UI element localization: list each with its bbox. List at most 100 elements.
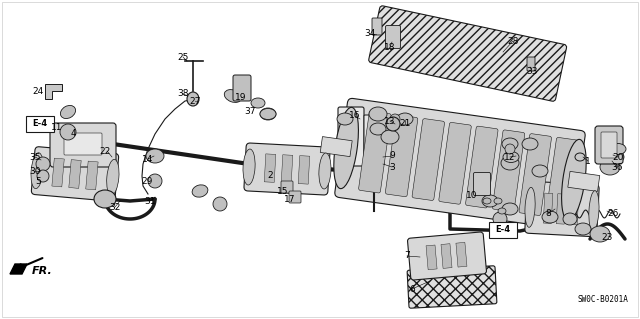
Ellipse shape	[60, 124, 76, 140]
FancyBboxPatch shape	[492, 130, 525, 212]
Ellipse shape	[334, 108, 358, 189]
Ellipse shape	[37, 170, 49, 182]
FancyBboxPatch shape	[244, 143, 330, 195]
Text: 19: 19	[236, 93, 247, 101]
Ellipse shape	[482, 195, 498, 207]
Text: 22: 22	[99, 146, 111, 155]
Ellipse shape	[563, 213, 577, 225]
Text: 20: 20	[612, 152, 624, 161]
FancyBboxPatch shape	[372, 18, 382, 35]
Ellipse shape	[386, 117, 400, 131]
Ellipse shape	[251, 98, 265, 108]
FancyBboxPatch shape	[465, 126, 498, 208]
Ellipse shape	[561, 139, 586, 221]
FancyBboxPatch shape	[601, 132, 617, 158]
Ellipse shape	[483, 198, 491, 204]
Ellipse shape	[525, 187, 535, 227]
Ellipse shape	[610, 144, 626, 154]
Text: 8: 8	[545, 210, 551, 219]
Text: 25: 25	[177, 53, 189, 62]
FancyBboxPatch shape	[595, 126, 623, 164]
Bar	[568, 171, 600, 191]
Bar	[281, 155, 292, 183]
Ellipse shape	[224, 90, 242, 102]
Text: 17: 17	[284, 195, 296, 204]
Bar	[68, 160, 81, 189]
Bar	[86, 161, 98, 190]
Ellipse shape	[60, 106, 76, 119]
Text: 28: 28	[508, 36, 518, 46]
Polygon shape	[45, 84, 62, 99]
Ellipse shape	[369, 107, 387, 121]
FancyBboxPatch shape	[289, 191, 301, 203]
Text: 14: 14	[142, 154, 154, 164]
FancyBboxPatch shape	[385, 115, 418, 197]
FancyBboxPatch shape	[50, 123, 116, 167]
FancyBboxPatch shape	[408, 232, 486, 280]
Text: 26: 26	[607, 210, 619, 219]
FancyBboxPatch shape	[407, 266, 497, 308]
FancyBboxPatch shape	[358, 111, 391, 193]
Text: FR.: FR.	[32, 266, 52, 276]
Ellipse shape	[498, 208, 506, 214]
Ellipse shape	[337, 113, 353, 125]
FancyBboxPatch shape	[546, 137, 578, 219]
Ellipse shape	[319, 153, 331, 189]
Bar	[543, 193, 553, 223]
Bar	[556, 194, 566, 224]
FancyBboxPatch shape	[519, 134, 552, 215]
FancyBboxPatch shape	[26, 116, 54, 132]
Bar	[456, 242, 467, 267]
Bar	[569, 195, 579, 225]
Text: 37: 37	[244, 107, 256, 115]
FancyBboxPatch shape	[385, 26, 401, 48]
FancyBboxPatch shape	[364, 115, 384, 165]
Bar	[426, 245, 437, 270]
Ellipse shape	[107, 160, 119, 195]
Text: 9: 9	[389, 152, 395, 160]
Text: 12: 12	[504, 152, 516, 161]
Ellipse shape	[94, 190, 116, 208]
Text: 6: 6	[409, 285, 415, 293]
FancyBboxPatch shape	[489, 222, 517, 238]
Text: 13: 13	[384, 116, 396, 125]
Text: 35: 35	[29, 152, 41, 161]
Text: 1: 1	[585, 157, 591, 166]
FancyBboxPatch shape	[64, 133, 102, 155]
Ellipse shape	[493, 212, 507, 226]
Ellipse shape	[36, 157, 50, 171]
Ellipse shape	[494, 198, 502, 204]
Ellipse shape	[503, 152, 519, 162]
Text: 36: 36	[611, 162, 623, 172]
Circle shape	[505, 144, 515, 154]
Text: 15: 15	[277, 187, 289, 196]
Polygon shape	[10, 264, 27, 274]
Ellipse shape	[397, 113, 413, 125]
Ellipse shape	[501, 156, 519, 170]
Text: 23: 23	[602, 233, 612, 241]
Text: 16: 16	[349, 112, 361, 121]
Bar	[320, 137, 352, 157]
Ellipse shape	[370, 123, 386, 135]
Text: 21: 21	[399, 120, 411, 129]
FancyBboxPatch shape	[525, 181, 599, 237]
Ellipse shape	[260, 108, 276, 120]
Text: 2: 2	[267, 172, 273, 181]
Text: E-4: E-4	[33, 120, 47, 129]
Ellipse shape	[502, 138, 518, 150]
FancyBboxPatch shape	[31, 147, 118, 201]
Ellipse shape	[192, 185, 208, 197]
Text: 30: 30	[29, 167, 41, 175]
Text: 3: 3	[389, 162, 395, 172]
Ellipse shape	[612, 152, 624, 162]
Text: 7: 7	[404, 251, 410, 261]
Ellipse shape	[146, 149, 164, 163]
Circle shape	[390, 114, 400, 124]
Text: 24: 24	[33, 86, 44, 95]
Text: SW0C-B0201A: SW0C-B0201A	[577, 295, 628, 304]
Text: 5: 5	[35, 177, 41, 187]
FancyBboxPatch shape	[233, 75, 251, 101]
FancyBboxPatch shape	[474, 173, 490, 196]
FancyBboxPatch shape	[338, 107, 364, 166]
Text: E-4: E-4	[495, 226, 511, 234]
